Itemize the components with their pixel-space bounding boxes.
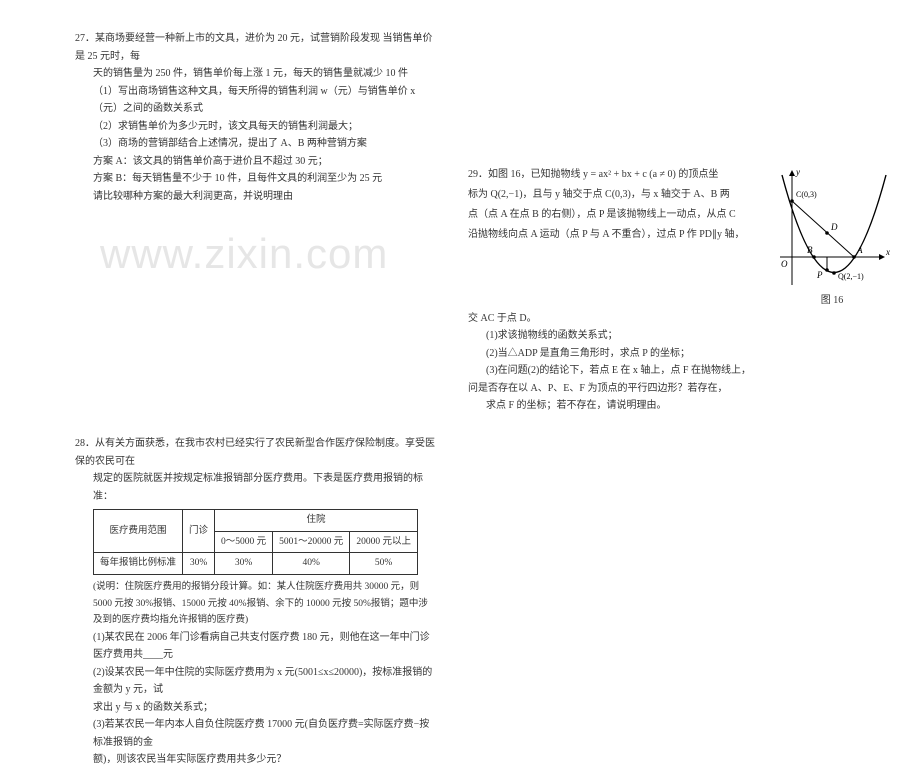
problem-29-number: 29．	[468, 169, 488, 180]
table-cell-range-3: 20000 元以上	[350, 531, 418, 553]
problem-27-line-1: 天的销售量为 250 件，销售单价每上涨 1 元，每天的销售量就减少 10 件	[75, 65, 435, 83]
problem-29-line-0: 如图 16，已知抛物线 y = ax² + bx + c (a ≠ 0) 的顶点…	[488, 169, 718, 180]
problem-27-line-5: 方案 A：该文具的销售单价高于进价且不超过 30 元；	[75, 153, 435, 171]
problem-27-line-6: 方案 B：每天销售量不少于 10 件，且每件文具的利润至少为 25 元	[75, 170, 435, 188]
problem-28-q1: (1)某农民在 2006 年门诊看病自己共支付医疗费 180 元，则他在这一年中…	[75, 629, 435, 664]
problem-28-q2b: 求出 y 与 x 的函数关系式；	[75, 699, 435, 717]
problem-29-line2-2: (2)当△ADP 是直角三角形时，求点 P 的坐标；	[468, 345, 892, 363]
table-cell-hospital: 住院	[215, 510, 418, 532]
table-cell-ratio-label: 每年报销比例标准	[94, 553, 183, 575]
table-row: 每年报销比例标准 30% 30% 40% 50%	[94, 553, 418, 575]
table-cell-outpatient: 门诊	[183, 510, 215, 553]
parabola-diagram: x y O C(0,3) B A D P Q(2,−1)	[772, 165, 890, 290]
problem-27-line-7: 请比较哪种方案的最大利润更高，并说明理由	[75, 188, 435, 206]
insurance-table: 医疗费用范围 门诊 住院 0～5000 元 5001～20000 元 20000…	[93, 509, 418, 575]
figure-16-caption: 图 16	[772, 292, 892, 310]
problem-28: 28．从有关方面获悉，在我市农村已经实行了农民新型合作医疗保险制度。享受医保的农…	[75, 435, 435, 769]
problem-29-line2-4: 问是否存在以 A、P、E、F 为顶点的平行四边形？若存在，	[468, 380, 892, 398]
problem-27-number: 27．	[75, 33, 95, 44]
svg-text:x: x	[885, 247, 890, 257]
svg-text:Q(2,−1): Q(2,−1)	[838, 272, 864, 281]
svg-text:B: B	[807, 245, 813, 255]
figure-16: x y O C(0,3) B A D P Q(2,−1) 图 16	[772, 165, 892, 310]
problem-28-intro-2: 规定的医院就医并按规定标准报销部分医疗费用。下表是医疗费用报销的标准：	[75, 470, 435, 505]
problem-28-intro-1: 从有关方面获悉，在我市农村已经实行了农民新型合作医疗保险制度。享受医保的农民可在	[75, 438, 435, 467]
table-row: 医疗费用范围 门诊 住院	[94, 510, 418, 532]
table-cell-range-1: 0～5000 元	[215, 531, 273, 553]
problem-28-number: 28．	[75, 438, 95, 449]
problem-27-line-3: （2）求销售单价为多少元时，该文具每天的销售利润最大；	[75, 118, 435, 136]
svg-text:A: A	[856, 245, 863, 255]
problem-29-line2-3: (3)在问题(2)的结论下，若点 E 在 x 轴上，点 F 在抛物线上，	[468, 362, 892, 380]
table-cell-ratio-1: 30%	[215, 553, 273, 575]
table-cell-range-2: 5001～20000 元	[273, 531, 350, 553]
problem-27-line-4: （3）商场的营销部结合上述情况，提出了 A、B 两种营销方案	[75, 135, 435, 153]
problem-29-line2-0: 交 AC 于点 D。	[468, 310, 892, 328]
svg-text:O: O	[781, 259, 788, 269]
problem-27-line-2: （1）写出商场销售这种文具，每天所得的销售利润 w（元）与销售单价 x（元）之间…	[75, 83, 435, 118]
svg-text:D: D	[830, 222, 838, 232]
problem-28-q2a: (2)设某农民一年中住院的实际医疗费用为 x 元(5001≤x≤20000)，按…	[75, 664, 435, 699]
svg-text:C(0,3): C(0,3)	[796, 190, 817, 199]
table-cell-scope: 医疗费用范围	[94, 510, 183, 553]
problem-27-line-0: 某商场要经营一种新上市的文具，进价为 20 元，试营销阶段发现 当销售单价是 2…	[75, 33, 433, 62]
problem-27: 27．某商场要经营一种新上市的文具，进价为 20 元，试营销阶段发现 当销售单价…	[75, 30, 435, 205]
problem-29-line2-1: (1)求该抛物线的函数关系式；	[468, 327, 892, 345]
table-cell-ratio-3: 50%	[350, 553, 418, 575]
problem-28-note: (说明：住院医疗费用的报销分段计算。如：某人住院医疗费用共 30000 元，则 …	[75, 579, 435, 629]
table-cell-ratio-2: 40%	[273, 553, 350, 575]
problem-29-line2-5: 求点 F 的坐标；若不存在，请说明理由。	[468, 397, 892, 415]
problem-28-q3b: 额)，则该农民当年实际医疗费用共多少元？	[75, 751, 435, 769]
svg-text:y: y	[795, 167, 800, 177]
problem-29: x y O C(0,3) B A D P Q(2,−1) 图 16 29．如图 …	[468, 165, 892, 415]
table-cell-ratio-0: 30%	[183, 553, 215, 575]
problem-28-q3a: (3)若某农民一年内本人自负住院医疗费 17000 元(自负医疗费=实际医疗费−…	[75, 716, 435, 751]
svg-text:P: P	[816, 270, 823, 280]
